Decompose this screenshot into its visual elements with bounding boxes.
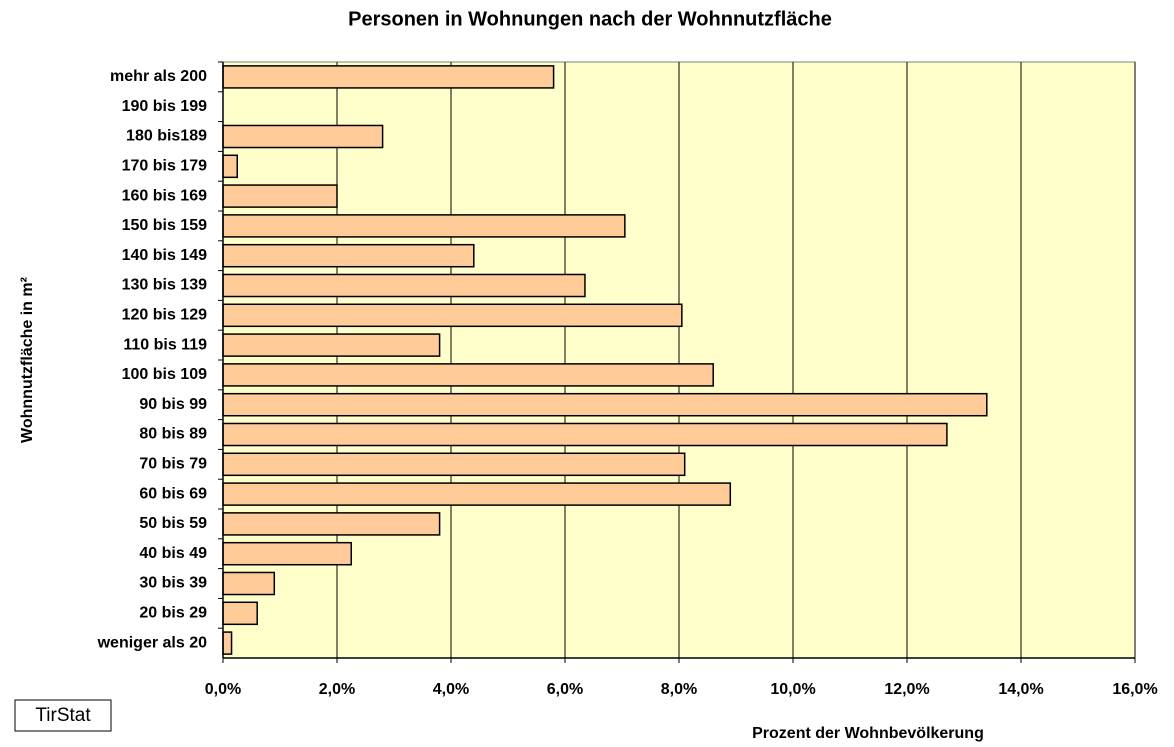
source-box	[14, 699, 112, 732]
y-tick-label: 160 bis 169	[122, 187, 208, 204]
bar	[222, 214, 626, 238]
y-tick-label: weniger als 20	[97, 634, 207, 651]
y-axis-label: Wohnnutzfläche in m²	[19, 277, 36, 443]
bar	[222, 571, 276, 596]
x-tick-label: 14,0%	[998, 681, 1043, 698]
y-tick-label: 170 bis 179	[122, 158, 208, 175]
bar	[222, 65, 555, 89]
bar	[222, 363, 714, 387]
y-tick-label: 130 bis 139	[122, 277, 208, 294]
bar	[222, 303, 683, 328]
y-tick-label: mehr als 200	[110, 68, 207, 85]
x-tick-label: 4,0%	[433, 681, 469, 698]
y-tick-label: 50 bis 59	[139, 515, 207, 532]
source-label: TirStat	[35, 705, 91, 726]
bar	[222, 124, 384, 149]
chart-title: Personen in Wohnungen nach der Wohnnutzf…	[348, 8, 832, 30]
y-tick-label: 30 bis 39	[139, 575, 207, 592]
bar	[222, 154, 238, 179]
bar	[222, 273, 586, 298]
bar	[222, 541, 352, 566]
y-tick-label: 190 bis 199	[122, 98, 208, 115]
y-tick-label: 80 bis 89	[139, 426, 207, 443]
y-tick-label: 100 bis 109	[122, 366, 208, 383]
x-tick-label: 2,0%	[319, 681, 355, 698]
x-tick-label: 16,0%	[1112, 681, 1157, 698]
y-tick-label: 70 bis 79	[139, 456, 207, 473]
bar	[222, 452, 686, 477]
y-tick-label: 90 bis 99	[139, 396, 207, 413]
x-tick-label: 6,0%	[547, 681, 583, 698]
y-tick-label: 140 bis 149	[122, 247, 208, 264]
y-tick-label: 110 bis 119	[123, 336, 207, 353]
y-tick-label: 150 bis 159	[122, 217, 208, 234]
bar	[222, 601, 258, 626]
y-tick-label: 60 bis 69	[139, 485, 207, 502]
bar	[222, 392, 988, 417]
y-tick-label: 20 bis 29	[139, 605, 207, 622]
bar	[222, 184, 338, 208]
bar	[222, 631, 233, 655]
y-tick-label: 180 bis189	[126, 128, 207, 145]
y-tick-label: 40 bis 49	[139, 545, 207, 562]
x-tick-label: 0,0%	[205, 681, 241, 698]
bar	[222, 333, 441, 357]
bar	[222, 482, 732, 506]
x-tick-label: 8,0%	[661, 681, 697, 698]
x-tick-label: 10,0%	[770, 681, 815, 698]
bar	[222, 422, 948, 447]
bar	[222, 243, 475, 268]
x-tick-label: 12,0%	[884, 681, 929, 698]
y-tick-label: 120 bis 129	[122, 307, 208, 324]
bar	[222, 512, 441, 536]
x-axis-label: Prozent der Wohnbevölkerung	[752, 725, 984, 742]
